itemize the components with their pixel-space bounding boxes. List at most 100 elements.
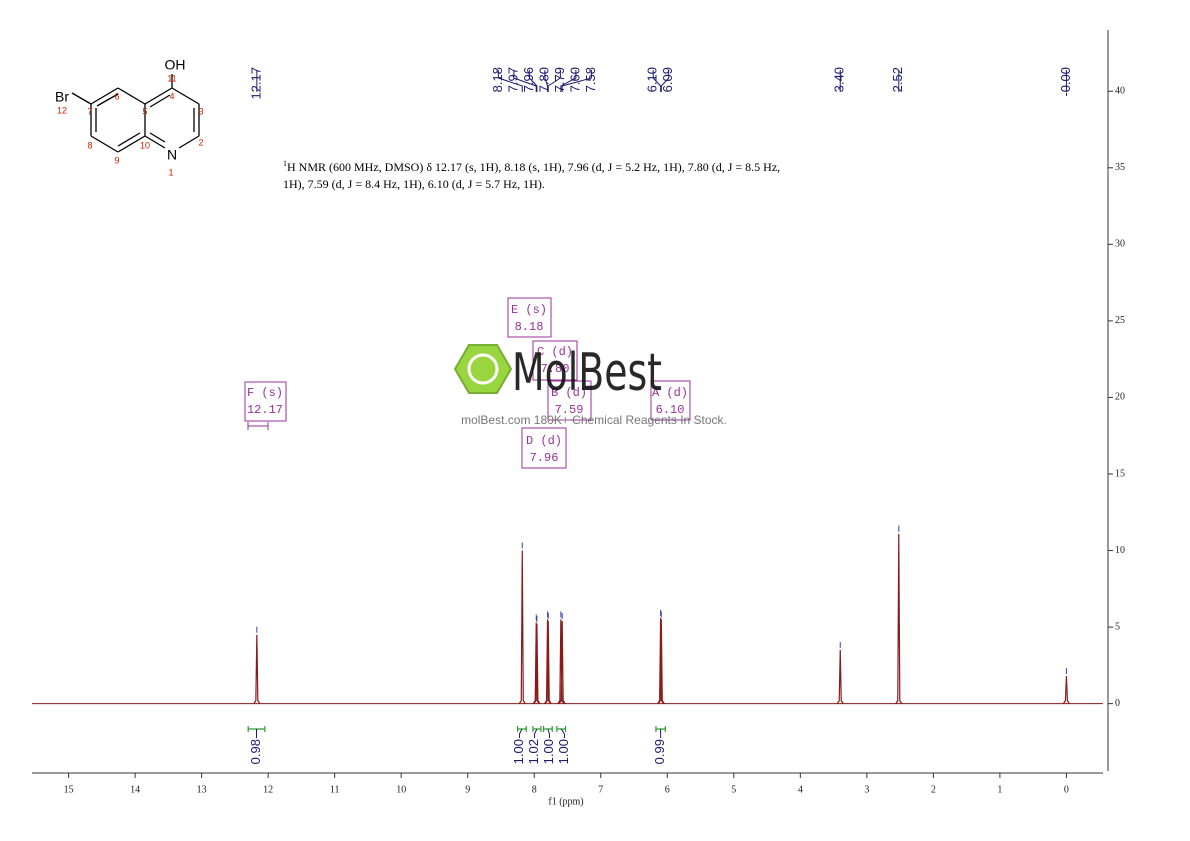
integral-bracket bbox=[542, 726, 553, 732]
multiplet-box bbox=[507, 297, 552, 338]
multiplet-shift: 12.17 bbox=[247, 403, 283, 417]
peak bbox=[533, 624, 541, 704]
peak-label: 7.96 bbox=[521, 67, 536, 92]
logo-hexagon bbox=[453, 344, 513, 394]
bond bbox=[144, 135, 166, 149]
bond bbox=[90, 87, 119, 105]
multiplet-range bbox=[247, 422, 269, 430]
multiplet-box bbox=[244, 381, 287, 422]
y-tick-label: 35 bbox=[1115, 162, 1125, 173]
atom-number: 2 bbox=[198, 137, 203, 147]
description: 1H NMR (600 MHz, DMSO) δ 12.17 (s, 1H), … bbox=[283, 159, 780, 174]
y-tick-label: 5 bbox=[1115, 621, 1120, 632]
multiplet-name: D (d) bbox=[526, 434, 562, 448]
x-tick-label: 7 bbox=[598, 784, 603, 795]
multiplet-name: C (d) bbox=[537, 345, 573, 359]
y-tick-label: 10 bbox=[1115, 545, 1125, 556]
x-tick-label: 12 bbox=[263, 784, 273, 795]
peak bbox=[557, 619, 565, 704]
x-tick-label: 6 bbox=[665, 784, 670, 795]
atom-number: 11 bbox=[167, 73, 176, 83]
x-tick-label: 5 bbox=[731, 784, 736, 795]
x-tick-label: 15 bbox=[64, 784, 74, 795]
integral-leader bbox=[547, 728, 550, 738]
peak bbox=[544, 620, 552, 704]
peak-label: 7.97 bbox=[505, 67, 520, 92]
y-tick-label: 40 bbox=[1115, 86, 1125, 97]
x-tick-label: 14 bbox=[130, 784, 140, 795]
description-line: H NMR (600 MHz, DMSO) δ 12.17 (s, 1H), 8… bbox=[287, 160, 780, 174]
atom-number: 7 bbox=[87, 106, 92, 116]
bond bbox=[144, 87, 173, 105]
peak-label: 7.58 bbox=[583, 67, 598, 92]
x-tick-label: 8 bbox=[532, 784, 537, 795]
multiplet-shift: 7.59 bbox=[555, 403, 584, 417]
watermark-logo bbox=[453, 344, 513, 394]
x-tick-label: 9 bbox=[465, 784, 470, 795]
y-tick-label: 20 bbox=[1115, 392, 1125, 403]
peak-label: 2.52 bbox=[890, 67, 905, 92]
peak-label-leader bbox=[547, 70, 561, 92]
peak bbox=[657, 619, 665, 704]
watermark-brand: MolBest bbox=[512, 343, 662, 403]
atom-number: 9 bbox=[114, 155, 119, 165]
multiplet-name: E (s) bbox=[511, 303, 547, 317]
bond bbox=[117, 132, 141, 147]
multiplet-box bbox=[521, 427, 567, 469]
atom-label: Br bbox=[55, 89, 69, 105]
peak-label: 3.40 bbox=[832, 67, 847, 92]
atom-label: N bbox=[167, 147, 177, 163]
peak-label-leader bbox=[652, 70, 662, 92]
peak-label-leader bbox=[660, 70, 670, 92]
peak-label-leader bbox=[561, 70, 592, 92]
atom-number: 12 bbox=[57, 105, 67, 115]
peak bbox=[1062, 676, 1070, 704]
multiplet-shift: 7.80 bbox=[541, 362, 570, 376]
integral-label: 1.00 bbox=[556, 739, 571, 764]
bond bbox=[149, 94, 171, 108]
multiplet-shift: 8.18 bbox=[515, 320, 544, 334]
bond bbox=[71, 92, 92, 105]
x-tick-label: 0 bbox=[1064, 784, 1069, 795]
atom-label: OH bbox=[165, 57, 186, 73]
integral-label: 0.98 bbox=[248, 739, 263, 764]
peak-label-leader bbox=[560, 70, 577, 92]
multiplet-box bbox=[532, 340, 578, 381]
integral-leader bbox=[518, 728, 523, 738]
integral-label: 1.00 bbox=[541, 739, 556, 764]
structure bbox=[71, 74, 200, 153]
integral-leader bbox=[560, 728, 565, 738]
atom-number: 1 bbox=[168, 167, 173, 177]
peak-label: 7.80 bbox=[536, 67, 551, 92]
y-tick-label: 15 bbox=[1115, 468, 1125, 479]
logo-ring bbox=[467, 353, 499, 385]
atom-number: 5 bbox=[142, 106, 147, 116]
atom-number: 10 bbox=[140, 140, 150, 150]
multiplet-box bbox=[547, 380, 592, 421]
integral-bracket bbox=[517, 726, 527, 732]
x-tick-label: 13 bbox=[197, 784, 207, 795]
multiplet-name: A (d) bbox=[652, 386, 688, 400]
y-tick-label: 30 bbox=[1115, 239, 1125, 250]
bond bbox=[117, 87, 146, 105]
peak bbox=[836, 650, 844, 704]
y-tick-label: 0 bbox=[1115, 698, 1120, 709]
multiplet-name: F (s) bbox=[247, 386, 283, 400]
peak bbox=[895, 533, 903, 704]
x-tick-label: 3 bbox=[864, 784, 869, 795]
atom-number: 3 bbox=[198, 106, 203, 116]
peak-label: 7.60 bbox=[567, 67, 582, 92]
superscript: 1 bbox=[283, 159, 287, 168]
bond bbox=[178, 135, 200, 149]
peak-label-leader bbox=[497, 70, 523, 92]
peak-label-leader bbox=[513, 70, 537, 92]
atom-number: 4 bbox=[169, 91, 174, 101]
watermark-tagline: molBest.com 180K+ Chemical Reagents In S… bbox=[461, 413, 727, 427]
peak-label: 8.18 bbox=[490, 67, 505, 92]
integral-label: 1.02 bbox=[526, 739, 541, 764]
atom-number: 8 bbox=[87, 140, 92, 150]
integral-leader bbox=[533, 728, 538, 738]
peak bbox=[558, 620, 566, 704]
